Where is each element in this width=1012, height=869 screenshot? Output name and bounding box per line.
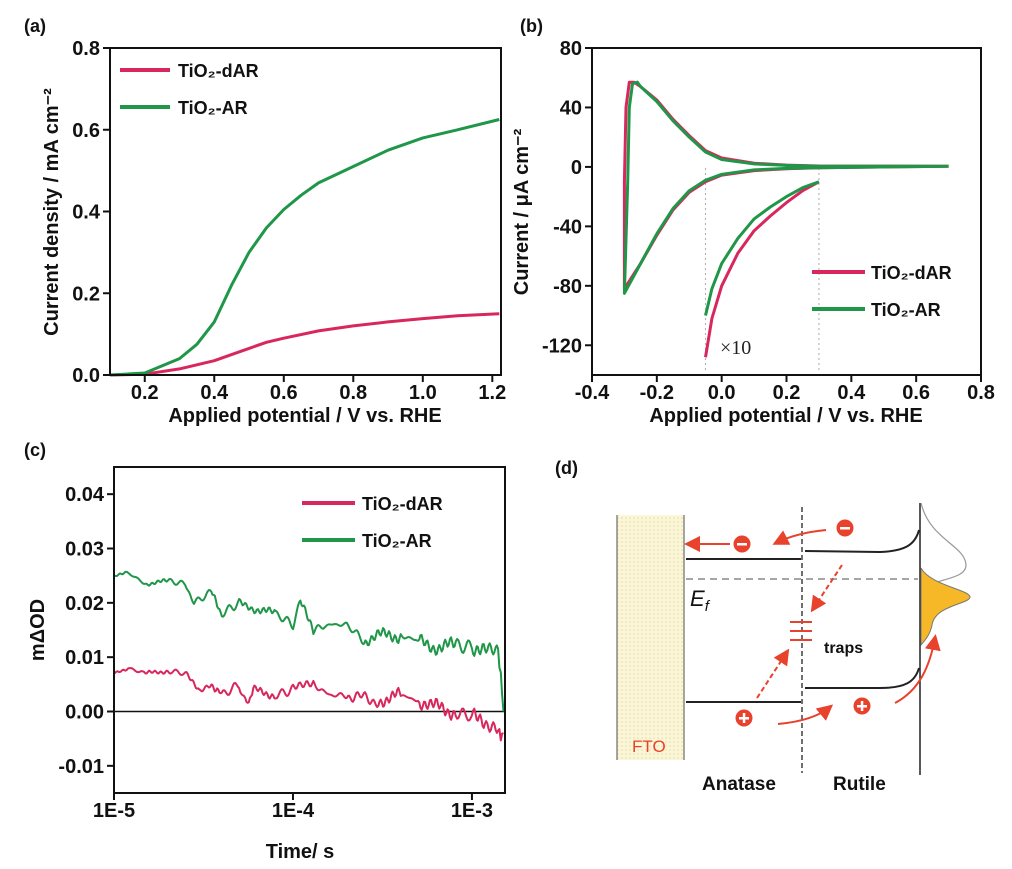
y-tick-label: 0.03: [65, 539, 104, 561]
x-tick-label: 0.8: [967, 382, 995, 404]
chart-0: 0.2 0.4 0.6 0.8 1.0 1.2 0.0 0.2 0.4 0.6 0.8: [72, 38, 506, 404]
y-tick-label: 0.2: [72, 283, 100, 305]
x-axis-label-b: Applied potential / V vs. RHE: [649, 405, 922, 427]
legend-label-AR-b: TiO₂-AR: [871, 300, 941, 320]
y-axis-label-c: mΔOD: [27, 599, 49, 661]
plot-frame: [113, 466, 506, 794]
y-tick-label: -0.01: [58, 756, 104, 778]
hole-trapping-arrow: [756, 648, 790, 699]
y-tick-label: 0.01: [65, 647, 104, 669]
electron-transfer-arrow: [772, 529, 827, 545]
x-tick-label: 1.2: [478, 382, 506, 404]
plot-frame: [109, 47, 502, 376]
x-axis-label-c: Time/ s: [266, 841, 335, 863]
y-tick-label: -40: [553, 216, 582, 238]
hole-transfer-arrow: [894, 634, 941, 704]
x-tick-label: -0.4: [575, 382, 610, 404]
x-tick-label: 0.2: [773, 382, 801, 404]
hole-icon: [853, 697, 871, 715]
plots: 0.2 0.4 0.6 0.8 1.0 1.20.00.20.40.60.8-0.4 -0.…: [58, 38, 995, 822]
x-tick-label: 0.4: [837, 382, 866, 404]
panel-label-d: (d): [555, 458, 578, 478]
y-tick-label: -120: [542, 335, 582, 357]
rutile-valence-band: [805, 667, 920, 689]
panel-label-a: (a): [24, 16, 46, 36]
legend-label-AR-c: TiO₂-AR: [362, 531, 432, 551]
panel-label-b: (b): [520, 16, 543, 36]
x-tick-label: 1E-4: [272, 800, 315, 822]
series-line-AR: [109, 118, 500, 377]
y-tick-label: -80: [553, 276, 582, 298]
electron-icon: [733, 535, 751, 553]
x-tick-label: 0.6: [902, 382, 930, 404]
series-line-AR: [704, 180, 820, 316]
panel-b: (b) Applied potential / V vs. RHE Curren…: [511, 16, 952, 427]
series-line-dAR: [704, 180, 820, 358]
series-line-dAR: [622, 80, 949, 291]
y-tick-label: 0: [571, 157, 582, 179]
legend-label-dAR-b: TiO₂-dAR: [871, 263, 952, 283]
x-tick-label: -0.2: [640, 382, 674, 404]
x-tick-label: 0.4: [200, 382, 229, 404]
x-tick-label: 1E-3: [451, 800, 493, 822]
series-line-dAR: [109, 312, 500, 377]
y-tick-label: 0.04: [65, 484, 105, 506]
y-tick-label: 0.8: [72, 38, 100, 60]
panel-a: (a) Applied potential / V vs. RHE Curren…: [24, 16, 442, 427]
fto-label: FTO: [632, 737, 666, 756]
x-tick-label: 1.0: [409, 382, 437, 404]
y-tick-label: 0.02: [65, 593, 104, 615]
y-axis-label-a: Current density / mA cm⁻²: [41, 88, 63, 336]
x10-annotation: ×10: [720, 337, 751, 359]
hole-icon: [735, 709, 753, 727]
fto-layer: [617, 515, 684, 760]
legend-label-dAR-c: TiO₂-dAR: [362, 494, 443, 514]
x-tick-label: 0.0: [708, 382, 736, 404]
chart-2: 1E-5 1E-4 1E-3 -0.01 0.00 0.01 0.02 0.03 0.04: [58, 466, 506, 822]
legend-label-dAR-a: TiO₂-dAR: [178, 61, 259, 81]
electron-icon: [836, 519, 854, 537]
panel-d-band-diagram: (d) FTO Ef traps: [555, 458, 971, 795]
legend-label-AR-a: TiO₂-AR: [178, 98, 248, 118]
fermi-level-label: Ef: [690, 586, 711, 615]
panel-c: (c) Time/ s mΔOD TiO₂-dAR TiO₂-AR: [24, 440, 443, 863]
x-tick-label: 0.2: [131, 382, 159, 404]
series-line-dAR: [113, 667, 504, 742]
traps-label: traps: [824, 640, 863, 657]
anatase-label: Anatase: [702, 774, 776, 795]
y-tick-label: 0.00: [65, 702, 104, 724]
y-tick-label: 0.4: [72, 202, 101, 224]
rutile-label: Rutile: [833, 774, 886, 795]
y-axis-label-b: Current / μA cm⁻²: [511, 128, 533, 295]
hole-transfer-arrow: [777, 704, 834, 725]
chart-1: -0.4 -0.2 0.0 0.2 0.4 0.6 0.8 -120 -80 -40 0 40 80: [542, 38, 995, 404]
x-tick-label: 1E-5: [93, 800, 135, 822]
series-line-AR: [622, 80, 949, 295]
x-tick-label: 0.6: [270, 382, 298, 404]
series-line-AR: [113, 570, 505, 712]
x-tick-label: 0.8: [339, 382, 367, 404]
electron-trapping-arrow: [810, 564, 843, 613]
y-tick-label: 0.0: [72, 365, 100, 387]
panel-label-c: (c): [24, 440, 46, 460]
y-tick-label: 80: [560, 38, 582, 60]
rutile-conduction-band: [804, 529, 920, 554]
y-tick-label: 40: [560, 97, 582, 119]
x-axis-label-a: Applied potential / V vs. RHE: [168, 405, 441, 427]
y-tick-label: 0.6: [72, 120, 100, 142]
traps: [790, 621, 812, 641]
